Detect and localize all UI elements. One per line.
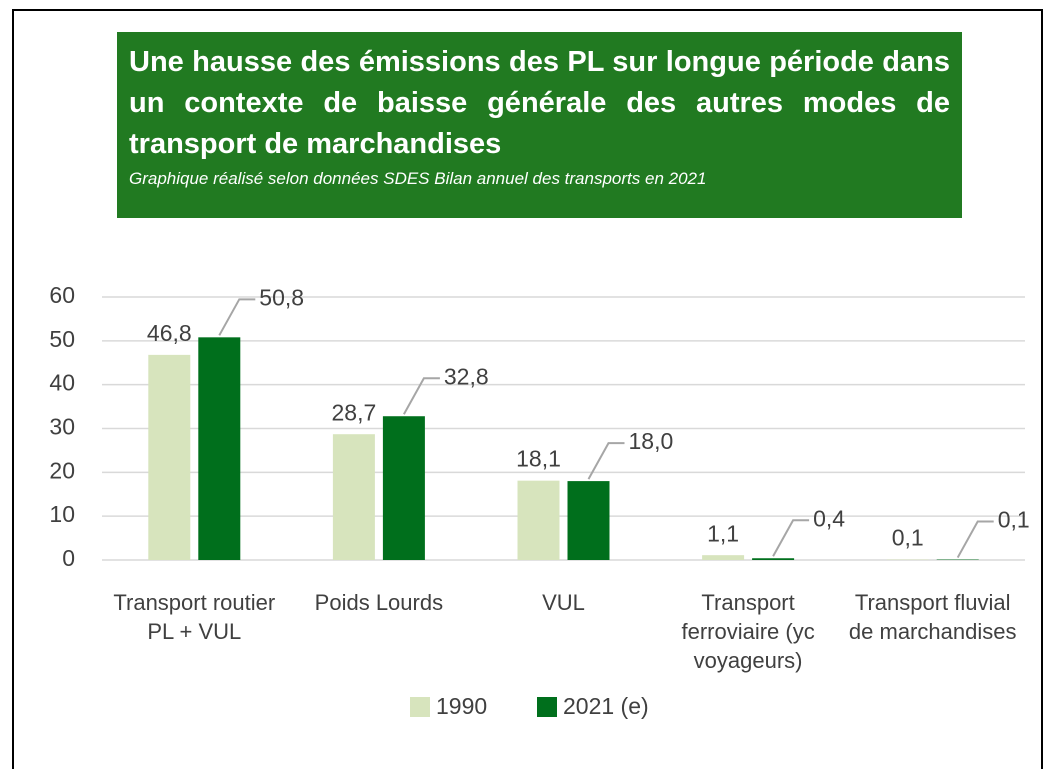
- leader-line: [219, 299, 255, 335]
- x-tick-label: VUL: [476, 588, 651, 617]
- bar: [198, 337, 240, 560]
- data-label: 1,1: [707, 520, 739, 546]
- y-tick-label: 60: [49, 282, 75, 308]
- data-label: 46,8: [147, 320, 192, 346]
- data-label: 18,0: [629, 428, 674, 454]
- y-tick-label: 0: [62, 545, 75, 571]
- bar: [148, 355, 190, 560]
- data-label: 0,1: [998, 507, 1030, 533]
- bar: [752, 558, 794, 560]
- leader-line: [589, 443, 625, 479]
- data-label: 0,4: [813, 505, 845, 531]
- legend-swatch: [537, 697, 557, 717]
- data-label: 32,8: [444, 363, 489, 389]
- y-tick-label: 20: [49, 457, 75, 483]
- y-tick-label: 30: [49, 414, 75, 440]
- data-label: 50,8: [259, 284, 304, 310]
- data-label: 18,1: [516, 446, 561, 472]
- leader-line: [773, 520, 809, 556]
- bar: [333, 434, 375, 560]
- x-tick-label: Transport fluvial de marchandises: [845, 588, 1020, 646]
- bar: [383, 416, 425, 560]
- y-tick-label: 50: [49, 326, 75, 352]
- bar: [702, 555, 744, 560]
- y-tick-label: 40: [49, 370, 75, 396]
- legend-label: 1990: [436, 693, 487, 719]
- y-tick-label: 10: [49, 501, 75, 527]
- data-label: 28,7: [332, 399, 377, 425]
- legend-swatch: [410, 697, 430, 717]
- bar: [518, 481, 560, 560]
- leader-line: [958, 522, 994, 558]
- data-label: 0,1: [892, 525, 924, 551]
- legend-label: 2021 (e): [563, 693, 649, 719]
- x-tick-label: Transport routier PL + VUL: [107, 588, 282, 646]
- x-tick-label: Poids Lourds: [291, 588, 466, 617]
- bar: [568, 481, 610, 560]
- leader-line: [404, 378, 440, 414]
- x-tick-label: Transport ferroviaire (yc voyageurs): [661, 588, 836, 675]
